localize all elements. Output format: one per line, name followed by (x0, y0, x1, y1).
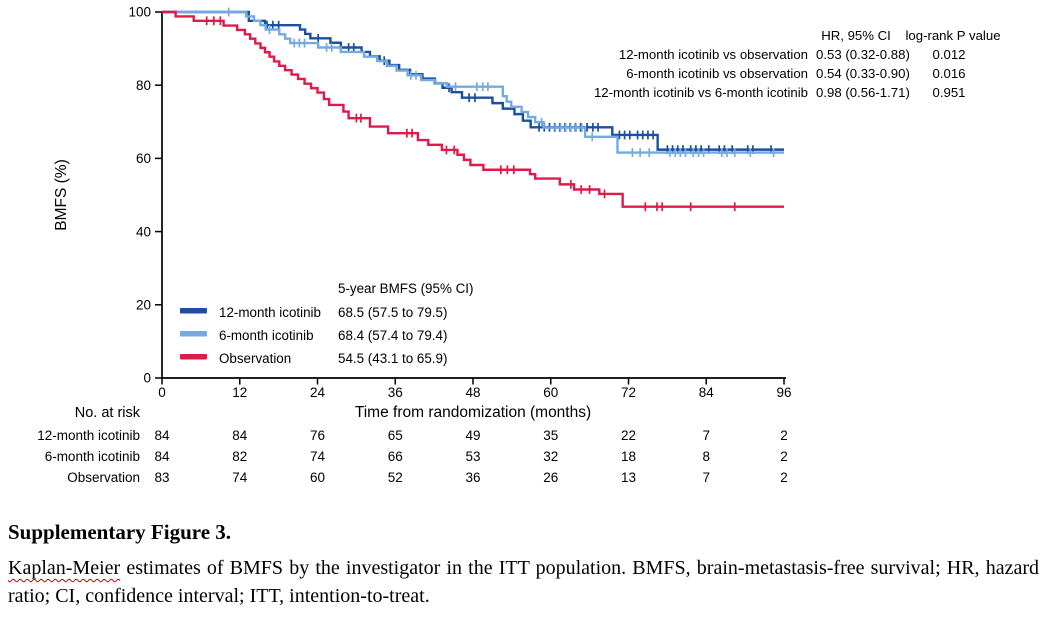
x-tick-label: 12 (232, 385, 247, 400)
x-tick-label: 48 (465, 385, 480, 400)
risk-count: 74 (232, 470, 248, 485)
risk-count: 76 (310, 428, 325, 443)
risk-count: 49 (465, 428, 480, 443)
risk-count: 8 (702, 449, 710, 464)
risk-count: 22 (621, 428, 636, 443)
stats-row-hr: 0.54 (0.33-0.90) (816, 66, 910, 81)
risk-count: 32 (543, 449, 558, 464)
legend-value: 68.4 (57.4 to 79.4) (338, 328, 447, 343)
risk-count: 60 (310, 470, 325, 485)
risk-count: 2 (780, 428, 788, 443)
axes: 0 20 40 60 80 100 0 12 24 36 48 60 72 84 96 (128, 5, 791, 400)
risk-count: 53 (465, 449, 480, 464)
legend-header: 5-year BMFS (95% CI) (338, 281, 473, 296)
x-axis-title: Time from randomization (months) (355, 404, 591, 421)
risk-row-label: 12-month icotinib (37, 428, 140, 443)
x-tick-label: 24 (310, 385, 326, 400)
risk-count: 84 (154, 449, 170, 464)
stats-row-p: 0.951 (932, 85, 965, 100)
hr-stats-table: 12-month icotinib vs observation 0.53 (0.… (594, 47, 966, 100)
risk-row-label: 6-month icotinib (45, 449, 140, 464)
km-curve-6-month-icotinib (162, 10, 784, 154)
legend-swatch (180, 331, 207, 337)
risk-count: 7 (702, 470, 710, 485)
legend-swatch (180, 354, 207, 360)
risk-count: 65 (388, 428, 403, 443)
caption-kaplan-meier-term: Kaplan-Meier (8, 557, 121, 579)
stats-row-hr: 0.98 (0.56-1.71) (816, 85, 910, 100)
x-tick-label: 96 (776, 385, 791, 400)
risk-count: 84 (154, 428, 170, 443)
y-tick-label: 100 (128, 5, 151, 20)
risk-count: 2 (780, 449, 788, 464)
x-tick-label: 60 (543, 385, 558, 400)
y-axis-title: BMFS (%) (53, 159, 70, 230)
x-tick-label: 0 (158, 385, 166, 400)
risk-count: 35 (543, 428, 558, 443)
chart-legend: 12-month icotinib 68.5 (57.5 to 79.5) 6-mo… (180, 305, 447, 366)
risk-count: 18 (621, 449, 636, 464)
legend-label: 6-month icotinib (219, 328, 314, 343)
risk-count: 84 (232, 428, 248, 443)
stats-row-label: 6-month icotinib vs observation (626, 66, 808, 81)
stats-row-p: 0.016 (932, 66, 965, 81)
km-curve-observation (162, 10, 784, 208)
risk-count: 13 (621, 470, 636, 485)
risk-count: 26 (543, 470, 558, 485)
stats-row-label: 12-month icotinib vs 6-month icotinib (594, 85, 808, 100)
risk-count: 83 (154, 470, 169, 485)
x-tick-label: 84 (699, 385, 715, 400)
caption-body: Kaplan-Meier estimates of BMFS by the in… (8, 554, 1039, 610)
risk-count: 2 (780, 470, 788, 485)
risk-count: 36 (465, 470, 480, 485)
legend-swatch (180, 308, 207, 314)
risk-count: 7 (702, 428, 710, 443)
legend-label: 12-month icotinib (219, 305, 321, 320)
x-tick-label: 72 (621, 385, 636, 400)
stats-row-label: 12-month icotinib vs observation (619, 47, 808, 62)
caption-body-text: estimates of BMFS by the investigator in… (8, 557, 1039, 607)
risk-count: 52 (388, 470, 403, 485)
y-tick-label: 20 (136, 298, 151, 313)
risk-count: 82 (232, 449, 247, 464)
legend-value: 68.5 (57.5 to 79.5) (338, 305, 447, 320)
legend-label: Observation (219, 351, 291, 366)
y-tick-label: 80 (136, 78, 151, 93)
stats-row-p: 0.012 (932, 47, 965, 62)
risk-table-title: No. at risk (75, 405, 141, 421)
stats-row-hr: 0.53 (0.32-0.88) (816, 47, 910, 62)
x-tick-label: 36 (388, 385, 403, 400)
stats-header-hr: HR, 95% CI (821, 28, 891, 43)
stats-header-p: log-rank P value (905, 28, 1000, 43)
y-tick-label: 40 (136, 224, 151, 239)
y-tick-label: 0 (143, 371, 151, 386)
figure-caption: Supplementary Figure 3. Kaplan-Meier est… (8, 520, 1039, 610)
risk-count: 74 (310, 449, 326, 464)
legend-value: 54.5 (43.1 to 65.9) (338, 351, 447, 366)
y-tick-label: 60 (136, 151, 151, 166)
risk-row-label: Observation (67, 470, 140, 485)
number-at-risk-table: 12-month icotinib 84 84 76 65 49 35 22 7 26-month… (37, 428, 788, 485)
survival-curves (162, 7, 784, 212)
caption-heading: Supplementary Figure 3. (8, 520, 232, 544)
risk-count: 66 (388, 449, 403, 464)
